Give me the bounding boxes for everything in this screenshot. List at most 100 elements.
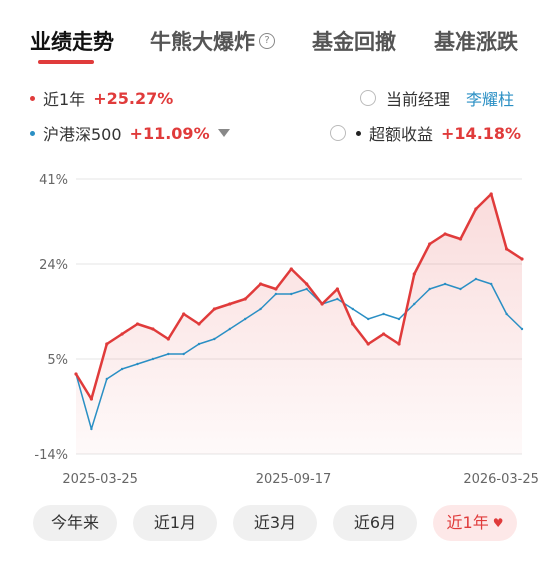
legend-fund: 近1年 +25.27%	[30, 86, 173, 110]
tab-benchmark[interactable]: 基准涨跌	[434, 26, 518, 56]
period-6m-button[interactable]: 近6月	[333, 505, 417, 541]
heart-icon: ♥	[492, 516, 504, 530]
benchmark-data-point	[367, 317, 370, 321]
fund-dot-icon	[30, 95, 35, 101]
fund-data-point	[120, 332, 124, 336]
fund-data-point	[151, 327, 155, 331]
benchmark-data-point	[336, 297, 339, 301]
fund-data-point	[259, 282, 263, 286]
benchmark-data-point	[351, 307, 354, 311]
fund-data-point	[305, 282, 309, 286]
tab-drawdown[interactable]: 基金回撤	[312, 26, 396, 56]
fund-data-point	[197, 322, 201, 326]
fund-data-point	[505, 247, 509, 251]
excess-toggle[interactable]: 超额收益 +14.18%	[330, 121, 521, 145]
period-ytd-button[interactable]: 今年来	[33, 505, 117, 541]
benchmark-data-point	[382, 312, 385, 316]
y-tick-label: 24%	[39, 258, 68, 273]
period-3m-button[interactable]: 近3月	[233, 505, 317, 541]
tab-performance-trend[interactable]: 业绩走势	[30, 26, 114, 56]
manager-name-link[interactable]: 李耀柱	[466, 90, 515, 109]
fund-data-point	[135, 322, 140, 326]
benchmark-data-point	[259, 307, 262, 311]
period-1m-button[interactable]: 近1月	[133, 505, 217, 541]
manager-toggle[interactable]: 当前经理 李耀柱	[360, 86, 514, 110]
fund-data-point	[289, 267, 293, 271]
benchmark-data-point	[90, 427, 93, 431]
fund-data-point	[397, 342, 401, 346]
fund-data-point	[443, 232, 447, 236]
performance-chart[interactable]: 41% 24% 5% -14% 2025-03-25 2025-09-17 2026-03-…	[0, 160, 550, 495]
benchmark-data-point	[244, 317, 247, 321]
fund-data-point	[428, 242, 432, 246]
fund-series-line	[74, 192, 523, 401]
x-tick-label: 2025-09-17	[256, 472, 332, 487]
fund-data-point	[474, 207, 478, 211]
active-tab-indicator	[38, 60, 94, 64]
tab-label: 业绩走势	[30, 30, 114, 54]
fund-data-point	[89, 397, 93, 401]
fund-data-point	[74, 372, 78, 376]
benchmark-data-point	[520, 327, 524, 331]
fund-period-label: 近1年	[43, 90, 86, 109]
fund-data-point	[228, 302, 232, 306]
benchmark-data-point	[213, 337, 216, 341]
fund-data-point	[105, 342, 109, 346]
fund-data-point	[382, 332, 386, 336]
period-label: 今年来	[50, 513, 99, 532]
y-tick-label: 5%	[47, 353, 68, 368]
benchmark-data-point	[274, 292, 278, 296]
fund-data-point	[243, 297, 247, 301]
tab-label: 基金回撤	[312, 30, 396, 54]
help-icon[interactable]: ?	[259, 33, 275, 49]
fund-data-point	[274, 287, 278, 291]
benchmark-data-point	[105, 377, 109, 381]
benchmark-data-point	[228, 327, 231, 331]
fund-data-point	[412, 272, 416, 276]
benchmark-data-point	[120, 367, 124, 371]
x-tick-label: 2025-03-25	[62, 472, 138, 487]
fund-data-point	[458, 237, 463, 241]
benchmark-data-point	[474, 277, 478, 281]
tab-bar: 业绩走势 牛熊大爆炸? 基金回撤 基准涨跌	[0, 0, 550, 80]
excess-dot-icon	[356, 130, 361, 136]
period-label: 近1年	[446, 513, 489, 532]
benchmark-data-point	[397, 317, 401, 321]
manager-label: 当前经理	[386, 90, 451, 109]
period-label: 近3月	[253, 513, 297, 532]
x-tick-label: 2026-03-25	[463, 472, 539, 487]
y-tick-label: -14%	[34, 448, 68, 463]
fund-data-point	[489, 192, 493, 196]
fund-data-point	[366, 342, 370, 346]
fund-data-point	[335, 287, 339, 291]
y-tick-label: 41%	[39, 173, 68, 188]
tab-bull-bear[interactable]: 牛熊大爆炸?	[150, 26, 275, 56]
benchmark-data-point	[443, 282, 447, 286]
period-label: 近1月	[153, 513, 197, 532]
benchmark-data-point	[290, 292, 293, 296]
fund-data-point	[182, 312, 186, 316]
excess-label: 超额收益	[369, 125, 434, 144]
period-label: 近6月	[353, 513, 397, 532]
benchmark-data-point	[182, 352, 185, 356]
benchmark-data-point	[151, 357, 155, 361]
benchmark-dropdown-icon[interactable]	[217, 129, 230, 137]
benchmark-series-line	[75, 278, 523, 430]
legend-benchmark[interactable]: 沪港深500 +11.09%	[30, 121, 230, 145]
fund-data-point	[520, 257, 524, 261]
fund-area-fill	[76, 194, 522, 454]
fund-data-point	[351, 322, 355, 326]
benchmark-data-point	[428, 287, 431, 291]
benchmark-data-point	[459, 287, 462, 291]
benchmark-data-point	[305, 287, 308, 291]
fund-return-value: +25.27%	[93, 88, 174, 108]
benchmark-return-value: +11.09%	[129, 123, 210, 143]
excess-radio[interactable]	[330, 125, 346, 141]
benchmark-data-point	[413, 302, 416, 306]
benchmark-dot-icon	[30, 130, 35, 136]
period-1y-button[interactable]: 近1年 ♥	[433, 505, 517, 541]
excess-return-value: +14.18%	[441, 123, 522, 143]
manager-radio[interactable]	[360, 90, 376, 106]
tab-label: 牛熊大爆炸	[150, 30, 255, 54]
fund-data-point	[320, 302, 324, 306]
